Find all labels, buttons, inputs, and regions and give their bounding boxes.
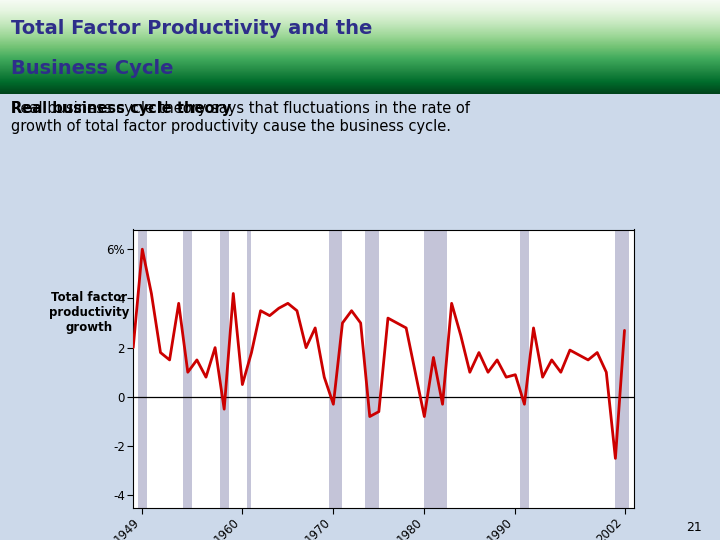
Bar [247,230,251,508]
Text: Total Factor Productivity and the: Total Factor Productivity and the [11,19,372,38]
Text: Total factor
productivity
growth: Total factor productivity growth [49,291,130,334]
Text: Business Cycle: Business Cycle [11,58,174,78]
Text: Real business cycle theory: Real business cycle theory [11,101,231,116]
Bar [183,230,192,508]
Bar [424,230,447,508]
Bar [616,230,629,508]
Text: 21: 21 [686,521,702,534]
Bar [520,230,529,508]
Bar [365,230,379,508]
Text: Real business cycle theory says that fluctuations in the rate of
growth of total: Real business cycle theory says that flu… [11,101,469,133]
Bar [220,230,229,508]
Bar [138,230,147,508]
Bar [329,230,343,508]
